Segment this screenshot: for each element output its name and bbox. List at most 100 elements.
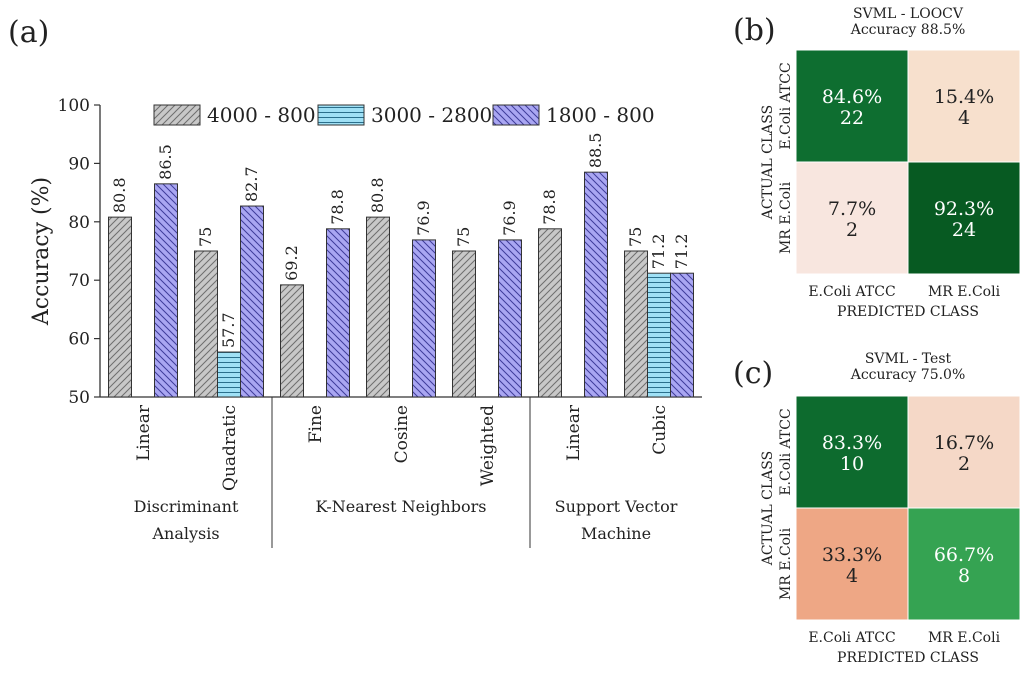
category-label: Cubic	[650, 405, 670, 455]
matrix-cell-count: 2	[846, 219, 858, 241]
bar	[154, 183, 178, 398]
matrix-cell-percent: 83.3%	[822, 432, 882, 454]
bar	[280, 284, 304, 398]
bar	[108, 216, 132, 398]
group-label-line2: Machine	[581, 524, 651, 543]
category-label: Cosine	[392, 405, 412, 463]
bar	[217, 351, 241, 398]
legend-label: 1800 - 800	[546, 103, 655, 127]
matrix-y-category: MR E.Coli	[778, 181, 794, 254]
matrix-cell-percent: 84.6%	[822, 86, 882, 108]
y-tick-label: 50	[68, 388, 90, 408]
category-label: Weighted	[478, 405, 498, 486]
bar-value-label: 88.5	[586, 133, 605, 169]
matrix-cell-percent: 66.7%	[934, 544, 994, 566]
matrix-cell-percent: 33.3%	[822, 544, 882, 566]
matrix-cell	[907, 507, 1021, 621]
matrix-cell-count: 10	[840, 453, 864, 475]
bar-value-label: 71.2	[672, 234, 691, 270]
y-tick-label: 80	[68, 213, 90, 233]
matrix-cell	[907, 395, 1021, 509]
matrix-subtitle: Accuracy 88.5%	[850, 22, 966, 38]
matrix-cell-count: 24	[952, 219, 976, 241]
matrix-cell-percent: 7.7%	[828, 198, 876, 220]
category-label: Fine	[306, 405, 326, 443]
legend-label: 3000 - 2800	[371, 103, 492, 127]
bar	[647, 272, 671, 398]
y-axis-title: Accuracy (%)	[29, 177, 54, 326]
bar-value-label: 57.7	[219, 312, 238, 348]
matrix-x-category: E.Coli ATCC	[808, 284, 895, 300]
matrix-x-category: MR E.Coli	[928, 284, 1001, 300]
matrix-cell-count: 8	[958, 565, 970, 587]
bar-value-label: 76.9	[414, 200, 433, 236]
matrix-cell-count: 4	[958, 107, 970, 129]
bar-value-label: 80.8	[110, 178, 129, 214]
matrix-x-category: E.Coli ATCC	[808, 630, 895, 646]
bar-value-label: 71.2	[649, 234, 668, 270]
legend-swatch	[317, 104, 365, 126]
matrix-y-category: E.Coli ATCC	[778, 408, 794, 495]
legend-swatch	[153, 104, 201, 126]
matrix-subtitle: Accuracy 75.0%	[850, 367, 966, 383]
bar	[194, 250, 218, 398]
matrix-y-category: MR E.Coli	[778, 527, 794, 600]
category-label: Linear	[564, 404, 584, 461]
bar-value-label: 76.9	[500, 200, 519, 236]
bar-value-label: 78.8	[328, 189, 347, 225]
y-tick-label: 70	[68, 271, 90, 291]
matrix-cell	[907, 161, 1021, 275]
bar-value-label: 82.7	[242, 166, 261, 202]
y-tick-label: 60	[68, 330, 90, 350]
matrix-cell	[795, 161, 909, 275]
y-tick-label: 100	[58, 96, 90, 116]
matrix-y-title: ACTUAL CLASS	[760, 451, 776, 566]
category-label: Quadratic	[220, 405, 240, 491]
bar	[498, 239, 522, 398]
matrix-cell-percent: 15.4%	[934, 86, 994, 108]
bar	[412, 239, 436, 398]
group-label: Support Vector	[555, 497, 678, 516]
matrix-y-title: ACTUAL CLASS	[760, 105, 776, 220]
group-label: Discriminant	[134, 497, 239, 516]
group-label-line2: Analysis	[151, 524, 219, 543]
legend-swatch	[492, 104, 540, 126]
matrix-y-category: E.Coli ATCC	[778, 62, 794, 149]
matrix-x-title: PREDICTED CLASS	[837, 650, 979, 666]
matrix-cell-percent: 16.7%	[934, 432, 994, 454]
bar	[670, 272, 694, 398]
y-tick-label: 90	[68, 154, 90, 174]
bar-value-label: 78.8	[540, 189, 559, 225]
bar	[240, 205, 264, 398]
bar-value-label: 75	[626, 227, 645, 247]
bar	[366, 216, 390, 398]
bar-value-label: 80.8	[368, 178, 387, 214]
matrix-x-category: MR E.Coli	[928, 630, 1001, 646]
matrix-cell	[795, 395, 909, 509]
panel-label-a: (a)	[8, 15, 49, 50]
bar-value-label: 75	[454, 227, 473, 247]
group-label: K-Nearest Neighbors	[316, 497, 487, 516]
matrix-cell-count: 2	[958, 453, 970, 475]
bar	[326, 228, 350, 398]
legend-label: 4000 - 800	[207, 103, 316, 127]
bar	[452, 250, 476, 398]
matrix-cell-percent: 92.3%	[934, 198, 994, 220]
matrix-cell-count: 22	[840, 107, 864, 129]
matrix-cell	[795, 507, 909, 621]
bar-value-label: 69.2	[282, 245, 301, 281]
bar-value-label: 75	[196, 227, 215, 247]
matrix-cell	[907, 49, 1021, 163]
panel-label-b: (b)	[733, 13, 776, 48]
bar-chart: 50 60 70 80 90 100 Accuracy (%) 80.8 86.5 Linear 7…	[29, 96, 702, 548]
matrix-title: SVML - LOOCV	[853, 6, 964, 22]
matrix-x-title: PREDICTED CLASS	[837, 304, 979, 320]
matrix-cell-count: 4	[846, 565, 858, 587]
panel-label-c: (c)	[733, 356, 773, 391]
matrix-title: SVML - Test	[865, 351, 952, 367]
category-label: Linear	[134, 404, 154, 461]
bar	[538, 228, 562, 398]
